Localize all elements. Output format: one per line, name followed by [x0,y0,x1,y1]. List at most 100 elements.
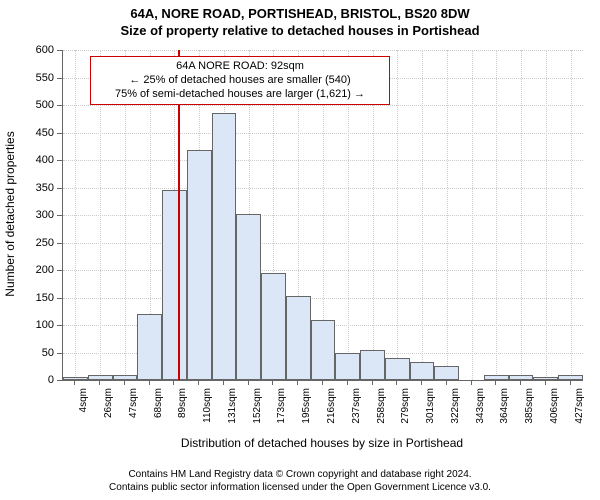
xtick-label: 47sqm [128,388,139,438]
ytick-label: 600 [22,44,54,56]
xtick-mark [149,380,150,385]
xtick-label: 216sqm [326,388,337,438]
xtick-mark [495,380,496,385]
xtick-mark [223,380,224,385]
xtick-mark [124,380,125,385]
gridline-v [496,50,497,380]
ytick-label: 50 [22,347,54,359]
ytick-mark [57,160,62,161]
xtick-mark [99,380,100,385]
y-axis-label: Number of detached properties [3,114,17,314]
xtick-label: 195sqm [301,388,312,438]
xtick-label: 279sqm [400,388,411,438]
xtick-label: 385sqm [524,388,535,438]
xtick-mark [570,380,571,385]
xtick-mark [545,380,546,385]
xtick-mark [248,380,249,385]
ytick-mark [57,243,62,244]
gridline-v [397,50,398,380]
xtick-label: 89sqm [177,388,188,438]
xtick-mark [471,380,472,385]
xtick-label: 406sqm [549,388,560,438]
ytick-label: 400 [22,154,54,166]
gridline-v [521,50,522,380]
gridline-v [75,50,76,380]
ytick-label: 300 [22,209,54,221]
xtick-mark [74,380,75,385]
gridline-v [422,50,423,380]
histogram-bar [63,377,88,380]
xtick-label: 343sqm [475,388,486,438]
xtick-label: 26sqm [103,388,114,438]
xtick-mark [347,380,348,385]
xtick-label: 258sqm [376,388,387,438]
histogram-bar [162,190,187,380]
ytick-label: 350 [22,182,54,194]
xtick-mark [520,380,521,385]
xtick-mark [173,380,174,385]
xtick-mark [421,380,422,385]
callout-line2: ← 25% of detached houses are smaller (54… [95,74,385,88]
ytick-mark [57,78,62,79]
ytick-mark [57,133,62,134]
ytick-mark [57,298,62,299]
xtick-label: 4sqm [78,388,89,438]
histogram-bar [410,362,435,380]
callout-box: 64A NORE ROAD: 92sqm ← 25% of detached h… [90,56,390,105]
histogram-bar [360,350,385,380]
callout-line3: 75% of semi-detached houses are larger (… [95,88,385,102]
xtick-mark [446,380,447,385]
ytick-mark [57,188,62,189]
gridline-v [571,50,572,380]
xtick-mark [297,380,298,385]
xtick-label: 68sqm [153,388,164,438]
ytick-label: 550 [22,72,54,84]
xtick-label: 364sqm [499,388,510,438]
histogram-bar [113,375,138,380]
histogram-bar [385,358,410,380]
xtick-label: 152sqm [252,388,263,438]
xtick-label: 237sqm [351,388,362,438]
ytick-mark [57,353,62,354]
ytick-mark [57,270,62,271]
histogram-bar [558,375,583,381]
ytick-mark [57,50,62,51]
histogram-bar [533,377,558,380]
ytick-label: 200 [22,264,54,276]
title-line2: Size of property relative to detached ho… [0,23,600,40]
gridline-v [447,50,448,380]
footer-line1: Contains HM Land Registry data © Crown c… [0,468,600,481]
ytick-label: 100 [22,319,54,331]
xtick-mark [396,380,397,385]
histogram-bar [335,353,360,381]
ytick-label: 0 [22,374,54,386]
ytick-label: 250 [22,237,54,249]
xtick-mark [272,380,273,385]
x-axis-label: Distribution of detached houses by size … [62,436,582,450]
xtick-label: 110sqm [202,388,213,438]
gridline-v [472,50,473,380]
gridline-v [546,50,547,380]
callout-line1: 64A NORE ROAD: 92sqm [95,60,385,74]
footer-line2: Contains public sector information licen… [0,481,600,494]
chart-title: 64A, NORE ROAD, PORTISHEAD, BRISTOL, BS2… [0,0,600,40]
ytick-label: 450 [22,127,54,139]
histogram-bar [212,113,237,380]
footer-attribution: Contains HM Land Registry data © Crown c… [0,468,600,494]
histogram-bar [434,366,459,380]
ytick-label: 150 [22,292,54,304]
histogram-bar [286,296,311,380]
title-line1: 64A, NORE ROAD, PORTISHEAD, BRISTOL, BS2… [0,6,600,23]
xtick-label: 131sqm [227,388,238,438]
ytick-mark [57,380,62,381]
xtick-label: 173sqm [276,388,287,438]
histogram-bar [311,320,336,381]
xtick-label: 301sqm [425,388,436,438]
histogram-bar [236,214,261,380]
xtick-mark [372,380,373,385]
ytick-mark [57,325,62,326]
xtick-mark [198,380,199,385]
ytick-mark [57,105,62,106]
xtick-label: 322sqm [450,388,461,438]
ytick-mark [57,215,62,216]
